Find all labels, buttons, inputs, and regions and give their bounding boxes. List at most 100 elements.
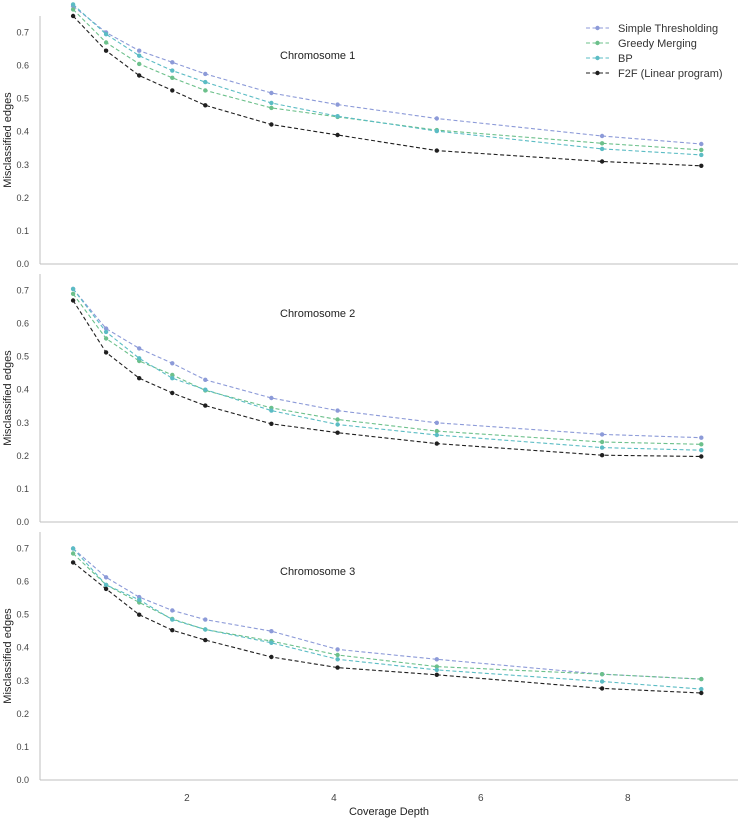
series-simple-thresholding (70, 3, 704, 147)
y-tick-label: 0.5 (16, 94, 29, 104)
data-point (203, 637, 208, 643)
data-point (434, 672, 439, 677)
data-point (103, 350, 109, 355)
data-point (170, 608, 175, 613)
data-point (699, 676, 704, 682)
data-point (137, 376, 142, 381)
data-point (335, 657, 340, 662)
panel-chromosome-3: 0.0 0.1 0.2 0.3 0.4 0.5 0.6 0.7 Misclassified ed… (2, 532, 738, 785)
data-point (70, 560, 76, 565)
series-greedy-merging (70, 551, 704, 682)
data-point (137, 346, 142, 351)
data-point (103, 586, 109, 592)
data-point (335, 647, 340, 652)
data-point (170, 361, 175, 366)
series-bp (70, 546, 704, 692)
data-point (434, 420, 439, 425)
data-point (434, 441, 439, 446)
data-point (103, 326, 109, 331)
data-point (335, 430, 340, 435)
legend-label: BP (618, 53, 633, 65)
data-point (103, 48, 109, 53)
data-point (434, 657, 439, 662)
series-line (72, 288, 702, 451)
series-f2f-linear-program (70, 13, 704, 168)
y-tick-label: 0.1 (16, 484, 29, 494)
y-tick-label: 0.0 (16, 775, 29, 785)
y-axis-label: Misclassified edges (2, 608, 14, 704)
legend-entry: F2F (Linear program) (586, 68, 723, 80)
y-tick-label: 0.5 (16, 610, 29, 620)
data-point (103, 329, 109, 335)
data-point (599, 679, 605, 684)
y-tick-label: 0.3 (16, 676, 29, 686)
y-tick-label: 0.4 (16, 385, 29, 395)
data-point (699, 448, 704, 453)
data-point (699, 442, 704, 447)
data-point (170, 617, 175, 622)
data-point (269, 408, 274, 413)
y-tick-label: 0.0 (16, 517, 29, 527)
y-tick-label: 0.2 (16, 451, 29, 461)
y-axis-label: Misclassified edges (2, 350, 14, 446)
data-point (70, 298, 76, 303)
x-axis: Coverage Depth 2 4 6 8 (184, 793, 631, 818)
legend-label: Simple Thresholding (618, 23, 718, 35)
data-point (170, 376, 175, 381)
data-point (269, 629, 274, 634)
legend: Simple Thresholding Greedy Merging BP F2F (… (586, 23, 723, 80)
data-point (335, 665, 340, 670)
data-point (70, 551, 76, 556)
x-tick-label: 2 (184, 793, 190, 804)
data-point (335, 408, 340, 413)
data-point (599, 453, 605, 458)
data-point (103, 575, 109, 580)
data-point (599, 141, 605, 146)
data-point (269, 90, 274, 96)
data-point (170, 372, 175, 378)
data-point (269, 100, 274, 106)
series-line (72, 288, 702, 439)
series-f2f-linear-program (70, 560, 704, 696)
y-tick-label: 0.7 (16, 286, 29, 296)
legend-marker (595, 55, 600, 61)
y-tick-label: 0.4 (16, 643, 29, 653)
y-tick-label: 0.7 (16, 544, 29, 554)
data-point (137, 53, 142, 58)
data-point (203, 71, 208, 77)
chart-panels: 0.0 0.1 0.2 0.3 0.4 0.5 0.6 0.7 Misclassified ed… (2, 2, 738, 785)
data-point (434, 667, 439, 673)
data-point (137, 597, 142, 602)
series-line (72, 15, 702, 167)
series-bp (70, 2, 704, 158)
data-point (434, 148, 439, 153)
data-point (599, 672, 605, 677)
data-point (269, 395, 274, 401)
data-point (170, 75, 175, 81)
data-point (699, 163, 704, 168)
series-line (72, 293, 702, 445)
data-point (335, 132, 340, 138)
y-tick-label: 0.6 (16, 319, 29, 329)
data-point (170, 628, 175, 633)
data-point (137, 612, 142, 617)
y-tick-label: 0.4 (16, 127, 29, 137)
data-point (203, 627, 208, 632)
data-point (335, 114, 340, 119)
y-tick-label: 0.5 (16, 352, 29, 362)
legend-label: Greedy Merging (618, 38, 697, 50)
data-point (70, 7, 76, 12)
legend-marker (595, 25, 600, 31)
data-point (335, 417, 340, 422)
data-point (103, 40, 109, 45)
panel-chromosome-1: 0.0 0.1 0.2 0.3 0.4 0.5 0.6 0.7 Misclassified ed… (2, 2, 738, 269)
series-f2f-linear-program (70, 298, 704, 459)
series-bp (70, 286, 704, 453)
data-point (70, 286, 76, 292)
y-tick-label: 0.3 (16, 160, 29, 170)
data-point (699, 686, 704, 692)
data-point (599, 159, 605, 164)
series-greedy-merging (70, 7, 704, 153)
series-line (72, 9, 702, 151)
panel-title: Chromosome 3 (280, 566, 355, 578)
